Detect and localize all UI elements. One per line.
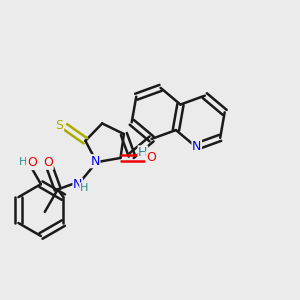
Text: N: N	[73, 178, 82, 191]
Text: O: O	[146, 152, 156, 164]
Text: N: N	[91, 155, 100, 168]
Text: O: O	[27, 157, 37, 169]
Text: H: H	[138, 146, 148, 159]
Text: H: H	[20, 158, 28, 167]
Text: S: S	[56, 119, 64, 132]
Text: O: O	[43, 156, 53, 169]
Text: H: H	[80, 183, 88, 193]
Text: N: N	[192, 140, 201, 153]
